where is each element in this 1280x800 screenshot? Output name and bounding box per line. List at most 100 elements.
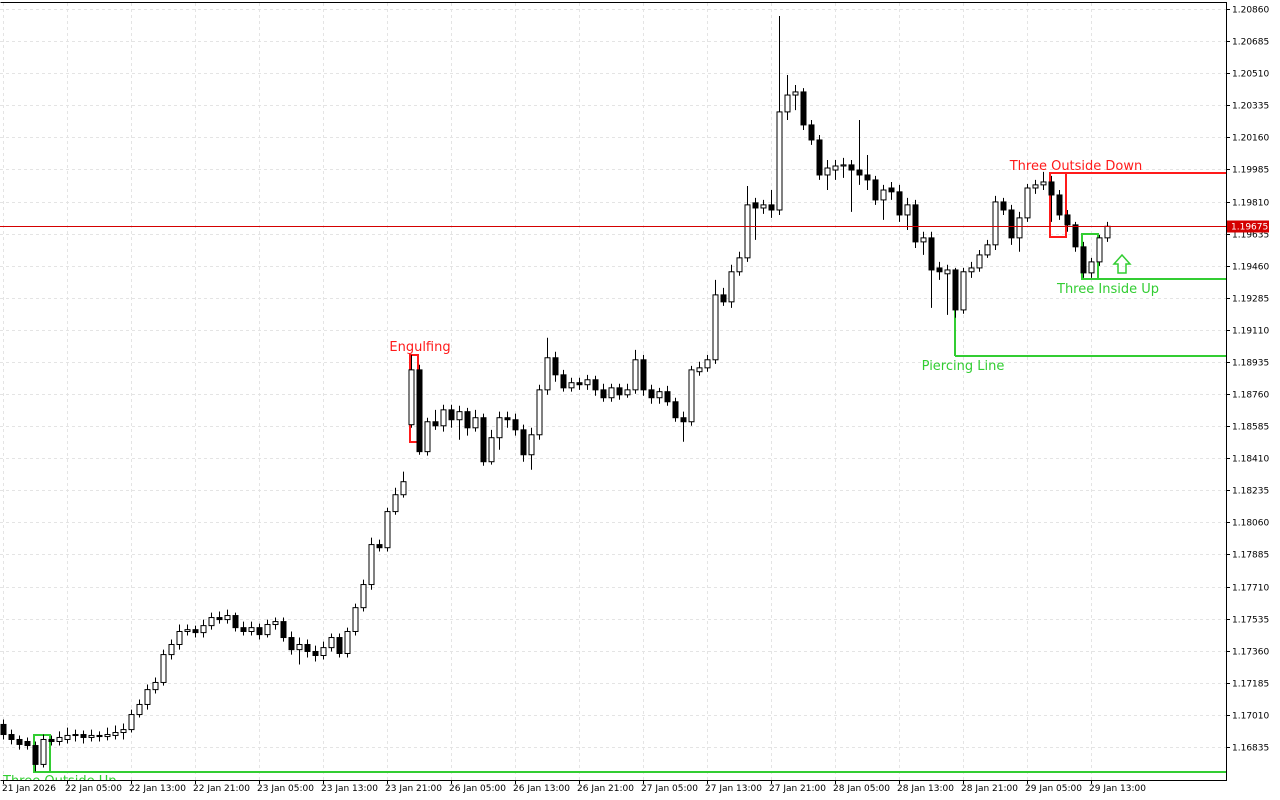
candle-body [56,736,63,742]
y-tick-label: 1.17360 [1232,648,1269,658]
candle-body [728,271,735,303]
x-tick-label: 23 Jan 05:00 [257,784,314,794]
candle-body [88,734,95,738]
candle-body [216,617,223,621]
y-tick-label: 1.18935 [1232,359,1269,369]
candle-body [776,111,783,211]
x-tick-label: 29 Jan 13:00 [1089,784,1146,794]
x-tick-label: 23 Jan 13:00 [321,784,378,794]
candle-body [608,387,615,399]
y-tick-label: 1.20160 [1232,134,1269,144]
candle-body [488,437,495,463]
pattern-box [1049,172,1067,238]
candle-body [1008,209,1015,239]
x-tick-label: 22 Jan 13:00 [129,784,186,794]
candle-body [568,382,575,389]
candle-body [648,389,655,399]
candle-body [736,257,743,273]
candle-body [392,494,399,513]
candle-body [48,738,55,742]
x-tick-label: 26 Jan 05:00 [449,784,506,794]
candle-body [848,164,855,171]
candle-body [952,269,959,311]
candle-body [24,740,31,747]
candle-body [432,421,439,427]
candle-body [704,359,711,369]
candle-body [168,644,175,656]
candle-body [344,630,351,654]
candle-body [280,621,287,639]
candle-body [408,369,415,426]
candle-body [880,189,887,201]
y-tick-label: 1.19985 [1232,166,1269,176]
y-tick-label: 1.18060 [1232,519,1269,529]
candle-body [120,729,127,734]
pattern-label: Engulfing [389,340,450,355]
candle-body [960,271,967,311]
x-tick-label: 26 Jan 21:00 [577,784,634,794]
candle-body [536,389,543,436]
candle-body [752,202,759,209]
y-tick-label: 1.18410 [1232,455,1269,465]
candle-body [0,723,7,736]
candle-body [256,627,263,636]
candle-body [792,91,799,96]
candle-body [888,187,895,193]
candle-body [1032,184,1039,189]
candle-body [240,627,247,632]
candle-body [768,204,775,211]
candle-body [352,607,359,632]
candle-body [944,269,951,275]
x-tick-label: 27 Jan 05:00 [641,784,698,794]
candle-body [672,401,679,419]
candle-body [976,254,983,269]
candle-body [304,644,311,652]
candle-body [464,411,471,429]
candle-body [800,91,807,126]
pattern-arrow [1112,253,1132,274]
candle-body [896,191,903,216]
plot-frame [0,2,1227,781]
candle-body [400,481,407,496]
candle-body [328,637,335,649]
candle-body [528,434,535,456]
candle-body [440,409,447,427]
candle-body [80,734,87,738]
y-tick-label: 1.17885 [1232,551,1269,561]
candle-body [96,734,103,738]
candle-body [112,732,119,736]
candle-body [208,617,215,627]
pattern-label: Three Outside Up [2,774,116,789]
candle-body [368,544,375,586]
x-tick-label: 27 Jan 13:00 [705,784,762,794]
candle-body [576,382,583,386]
candle-body [808,124,815,141]
candle-body [744,204,751,259]
candle-body [1096,237,1103,263]
candle-body [224,615,231,621]
candle-body [1088,261,1095,274]
y-tick-label: 1.19810 [1232,199,1269,209]
x-tick-label: 29 Jan 05:00 [1025,784,1082,794]
candle-body [1080,246,1087,274]
y-tick-label: 1.20335 [1232,102,1269,112]
candle-body [520,429,527,456]
candle-body [192,629,199,634]
x-tick-label: 26 Jan 13:00 [513,784,570,794]
candle-body [32,745,39,765]
candle-body [1000,201,1007,211]
candle-body [320,647,327,657]
last-price-box [1227,220,1269,233]
candle-body [480,417,487,463]
candle-body [288,637,295,651]
candle-body [176,630,183,646]
y-tick-label: 1.18235 [1232,487,1269,497]
y-tick-label: 1.20685 [1232,38,1269,48]
x-tick-label: 21 Jan 2026 [2,784,56,794]
candle-body [424,421,431,453]
candle-body [104,734,111,738]
candle-body [136,703,143,716]
candle-body [1048,181,1055,196]
